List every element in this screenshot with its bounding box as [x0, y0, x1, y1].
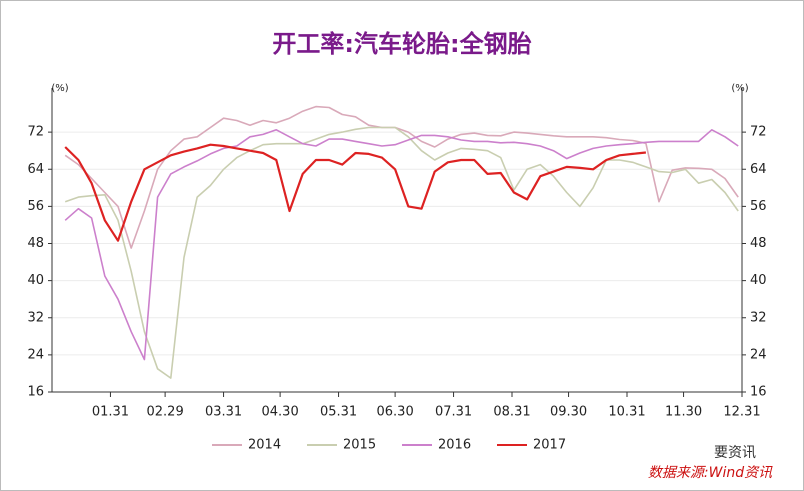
y2-tick-label: 32	[750, 310, 767, 325]
source-note: 数据来源:Wind资讯	[648, 465, 773, 481]
series-line	[64, 143, 647, 242]
x-tick-label: 06.30	[377, 405, 414, 420]
x-tick-label: 10.31	[608, 405, 645, 420]
x-tick-label: 03.31	[205, 405, 242, 420]
y2-tick-label: 64	[750, 162, 767, 177]
x-tick-label: 01.31	[92, 405, 129, 420]
x-tick-label: 04.30	[262, 405, 299, 420]
series-line	[64, 105, 739, 249]
y2-tick-label: 24	[750, 347, 767, 362]
x-tick-label: 07.31	[435, 405, 472, 420]
legend-label: 2017	[533, 438, 566, 453]
y2-tick-label: 16	[750, 385, 767, 400]
series-line	[64, 129, 739, 361]
y-tick-label: 48	[27, 236, 44, 251]
x-tick-label: 02.29	[147, 405, 184, 420]
legend-label: 2016	[438, 438, 471, 453]
y2-tick-label: 48	[750, 236, 767, 251]
y-axis-label: (%)	[51, 83, 68, 94]
legend-label: 2014	[248, 438, 281, 453]
y2-axis-label: (%)	[731, 83, 748, 94]
y-tick-label: 32	[27, 310, 44, 325]
x-tick-label: 12.31	[723, 405, 760, 420]
legend-label: 2015	[343, 438, 376, 453]
series-line	[64, 126, 739, 379]
x-tick-label: 05.31	[320, 405, 357, 420]
y2-tick-label: 56	[750, 199, 767, 214]
y2-tick-label: 40	[750, 273, 767, 288]
x-tick-label: 09.30	[550, 405, 587, 420]
chart-title: 开工率:汽车轮胎:全钢胎	[272, 30, 531, 58]
y-tick-label: 72	[27, 125, 44, 140]
y-tick-label: 64	[27, 162, 44, 177]
y-tick-label: 56	[27, 199, 44, 214]
watermark: 要资讯	[714, 445, 756, 461]
y2-tick-label: 72	[750, 125, 767, 140]
x-tick-label: 08.31	[493, 405, 530, 420]
x-tick-label: 11.30	[665, 405, 702, 420]
y-tick-label: 40	[27, 273, 44, 288]
y-tick-label: 24	[27, 347, 44, 362]
y-tick-label: 16	[27, 385, 44, 400]
